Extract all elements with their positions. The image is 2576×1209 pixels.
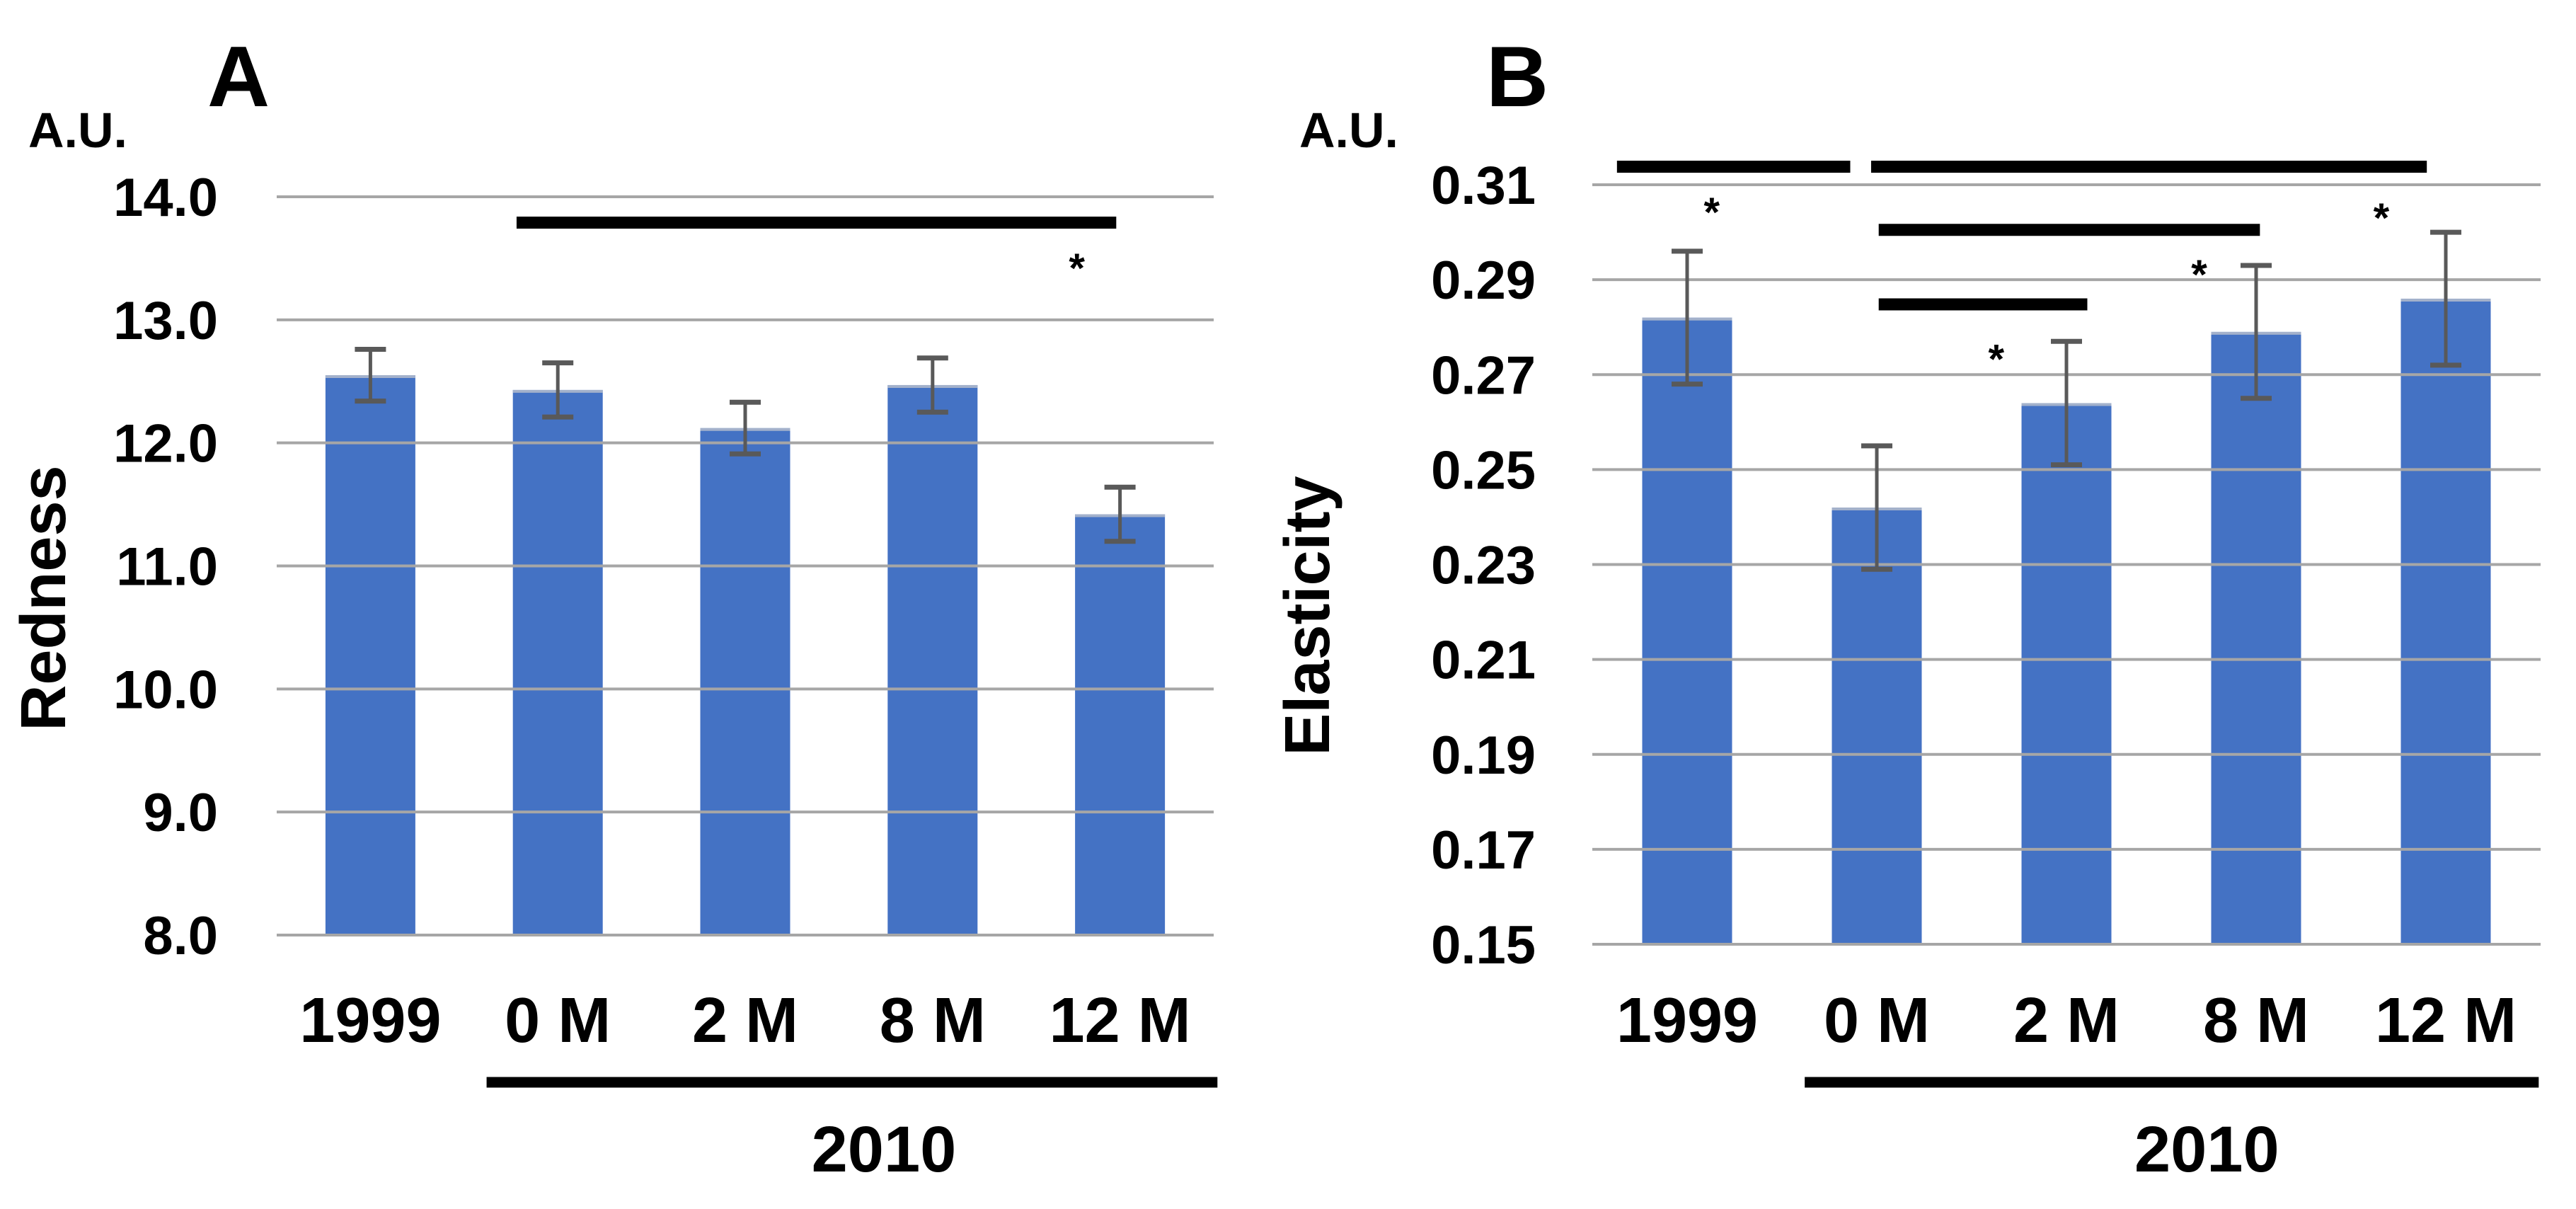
chart-b-axis-unit-label: A.U. — [1299, 103, 1398, 158]
chart-b-sig-star-3: * — [1989, 336, 2005, 382]
chart-b-gridlines — [1592, 183, 2541, 946]
chart-a-sig-star-0: * — [1069, 246, 1085, 292]
chart-a-xtick-12-m: 12 M — [1050, 985, 1191, 1056]
chart-b-ytick-0-29: 0.29 — [1431, 251, 1536, 311]
chart-b-bar-1999 — [1642, 317, 1732, 944]
chart-a-xtick-8-m: 8 M — [880, 985, 986, 1056]
chart-a-ylabel: Redness — [8, 465, 79, 730]
chart-a-bar-1999 — [325, 375, 415, 935]
chart-b-group-label: 2010 — [2134, 1113, 2279, 1186]
chart-b-significance: * * * * — [1616, 161, 2427, 382]
chart-b-xtick-12-m: 12 M — [2375, 985, 2517, 1056]
chart-a-panel: * 2010 14.0 13.0 12.0 11.0 10.0 9.0 8.0 1999 0 M 2 … — [8, 28, 1218, 1186]
chart-a-axis-unit-label: A.U. — [28, 103, 127, 158]
chart-a-bar-0-m — [512, 389, 603, 935]
chart-b-error-bars — [1672, 229, 2461, 572]
chart-b-ytick-0-23: 0.23 — [1431, 536, 1536, 596]
chart-b-ytick-0-21: 0.21 — [1431, 631, 1536, 691]
chart-b-panel-letter: B — [1486, 28, 1548, 125]
chart-a-ytick-13-0: 13.0 — [113, 291, 218, 351]
chart-a-ytick-12-0: 12.0 — [113, 414, 218, 474]
chart-a-ytick-9-0: 9.0 — [143, 783, 218, 843]
chart-a-bar-8-m — [887, 384, 978, 935]
chart-a-xtick-labels: 1999 0 M 2 M 8 M 12 M — [299, 985, 1190, 1056]
chart-b-bars — [1642, 298, 2491, 944]
chart-b-ytick-0-19: 0.19 — [1431, 726, 1536, 786]
chart-b-xtick-0-m: 0 M — [1824, 985, 1930, 1056]
chart-a-bars — [325, 375, 1166, 935]
chart-a-group-label: 2010 — [812, 1113, 957, 1186]
chart-a-gridlines — [277, 195, 1214, 936]
chart-a-xtick-0-m: 0 M — [505, 985, 611, 1056]
chart-a-error-bars — [355, 347, 1136, 544]
chart-b-bar-8-m — [2211, 331, 2301, 944]
chart-b-xtick-labels: 1999 0 M 2 M 8 M 12 M — [1616, 985, 2517, 1056]
chart-a-ytick-14-0: 14.0 — [113, 168, 218, 228]
chart-b-bar-0-m — [1832, 508, 1922, 944]
chart-b-sig-star-0: * — [1704, 190, 1720, 236]
chart-b-ytick-0-17: 0.17 — [1431, 820, 1536, 881]
chart-b-bar-12-m — [2400, 298, 2491, 944]
chart-a-panel-letter: A — [207, 28, 270, 125]
chart-a-xtick-1999: 1999 — [299, 985, 441, 1056]
chart-b-ytick-labels: 0.31 0.29 0.27 0.25 0.23 0.21 0.19 0.17 0.15 — [1431, 156, 1536, 975]
chart-a-ytick-8-0: 8.0 — [143, 906, 218, 966]
chart-a-ytick-labels: 14.0 13.0 12.0 11.0 10.0 9.0 8.0 — [113, 168, 218, 966]
chart-b-ytick-0-31: 0.31 — [1431, 156, 1536, 216]
chart-b-ylabel: Elasticity — [1272, 476, 1343, 755]
chart-b-sig-star-1: * — [2374, 195, 2390, 241]
chart-a-bar-12-m — [1075, 514, 1166, 935]
chart-b-ytick-0-15: 0.15 — [1431, 915, 1536, 975]
chart-b-bar-2-m — [2021, 403, 2112, 944]
chart-b-panel: * * * * 2010 0.31 0.29 0.27 0.25 0.23 0.21 0.19 0.17… — [1272, 28, 2541, 1186]
chart-b-xtick-1999: 1999 — [1616, 985, 1758, 1056]
chart-a-ytick-10-0: 10.0 — [113, 660, 218, 720]
chart-b-ytick-0-25: 0.25 — [1431, 440, 1536, 500]
chart-b-sig-star-2: * — [2191, 252, 2207, 298]
chart-a-xtick-2-m: 2 M — [692, 985, 798, 1056]
chart-a-bar-2-m — [700, 428, 790, 935]
chart-a-group-annotation: 2010 — [486, 1077, 1218, 1186]
chart-b-group-annotation: 2010 — [1805, 1077, 2539, 1186]
chart-a-ytick-11-0: 11.0 — [116, 537, 218, 597]
chart-b-xtick-8-m: 8 M — [2203, 985, 2309, 1056]
chart-b-xtick-2-m: 2 M — [2013, 985, 2120, 1056]
chart-a-significance: * — [516, 217, 1117, 292]
chart-b-ytick-0-27: 0.27 — [1431, 345, 1536, 406]
